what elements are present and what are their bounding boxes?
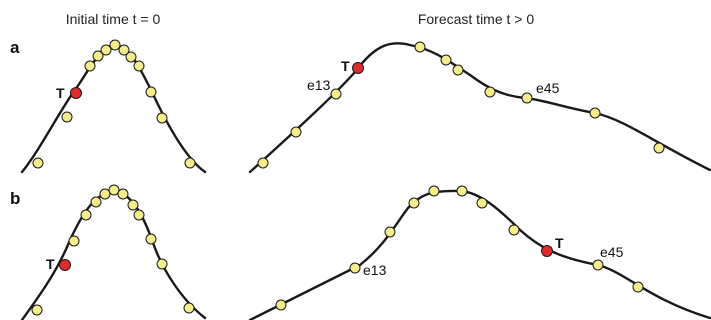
ensemble-member-dot <box>428 185 440 197</box>
panel-a-forecast: T e13 e45 <box>248 41 711 174</box>
ensemble-member-dot <box>183 302 195 314</box>
panel-a-letter: a <box>10 38 20 57</box>
ensemble-member-dot <box>330 88 342 100</box>
forecast-time-header: Forecast time t > 0 <box>418 11 535 27</box>
ensemble-member-dot <box>456 185 468 197</box>
panel-b-forecast-t-label: T <box>555 235 564 251</box>
ensemble-member-dot <box>80 209 92 221</box>
ensemble-member-dot <box>408 197 420 209</box>
ensemble-member-dot <box>133 60 145 72</box>
target-member-dot <box>59 259 71 271</box>
panel-b-initial-curve <box>20 188 207 320</box>
ensemble-member-dot <box>508 224 520 236</box>
ensemble-member-dot <box>521 92 533 104</box>
panel-a-initial-curve <box>20 43 207 174</box>
panel-b-initial-t-label: T <box>46 256 55 272</box>
ensemble-member-dot <box>349 262 361 274</box>
ensemble-member-dot <box>90 196 102 208</box>
ensemble-member-dot <box>589 107 601 119</box>
panel-a-e13-label: e13 <box>307 77 331 93</box>
panel-a-forecast-curve <box>248 42 711 174</box>
panel-b-letter: b <box>10 189 20 208</box>
target-member-dot <box>352 62 364 74</box>
ensemble-member-dot <box>290 126 302 138</box>
ensemble-member-dot <box>156 112 168 124</box>
ensemble-member-dot <box>145 86 157 98</box>
ensemble-member-dot <box>133 209 145 221</box>
panel-a-e45-label: e45 <box>536 80 560 96</box>
ensemble-member-dot <box>84 60 96 72</box>
ensemble-member-dot <box>32 157 44 169</box>
ensemble-member-dot <box>61 111 73 123</box>
ensemble-member-dot <box>592 259 604 271</box>
ensemble-member-dot <box>476 197 488 209</box>
ensemble-member-dot <box>384 226 396 238</box>
ensemble-member-dot <box>100 44 112 56</box>
target-member-dot <box>541 245 553 257</box>
ensemble-member-dot <box>109 39 121 51</box>
panel-b-initial: T <box>20 184 207 320</box>
ensemble-member-dot <box>92 50 104 62</box>
initial-time-header: Initial time t = 0 <box>66 11 161 27</box>
ensemble-member-dot <box>452 64 464 76</box>
panel-b-forecast: T e13 e45 <box>248 185 711 320</box>
ensemble-member-dot <box>117 188 129 200</box>
ensemble-member-dot <box>653 142 665 154</box>
target-member-dot <box>70 87 82 99</box>
ensemble-member-dot <box>414 41 426 53</box>
ensemble-member-dot <box>632 281 644 293</box>
ensemble-member-dot <box>125 51 137 63</box>
ensemble-member-dot <box>68 235 80 247</box>
ensemble-member-dot <box>484 86 496 98</box>
ensemble-member-dot <box>127 199 139 211</box>
ensemble-member-dot <box>108 184 120 196</box>
ensemble-member-dot <box>156 258 168 270</box>
ensemble-member-dot <box>440 54 452 66</box>
ensemble-member-dot <box>118 44 130 56</box>
panel-b-e45-label: e45 <box>600 244 624 260</box>
panel-b-e13-label: e13 <box>363 262 387 278</box>
ensemble-member-dot <box>145 233 157 245</box>
ensemble-member-dot <box>275 299 287 311</box>
panel-a-initial: T <box>20 39 207 174</box>
panel-a-forecast-t-label: T <box>341 58 350 74</box>
ensemble-member-dot <box>257 157 269 169</box>
panel-a-initial-t-label: T <box>56 85 65 101</box>
ensemble-member-dot <box>99 188 111 200</box>
ensemble-member-dot <box>184 157 196 169</box>
ensemble-member-dot <box>31 304 43 316</box>
panel-b-forecast-curve <box>248 189 711 320</box>
